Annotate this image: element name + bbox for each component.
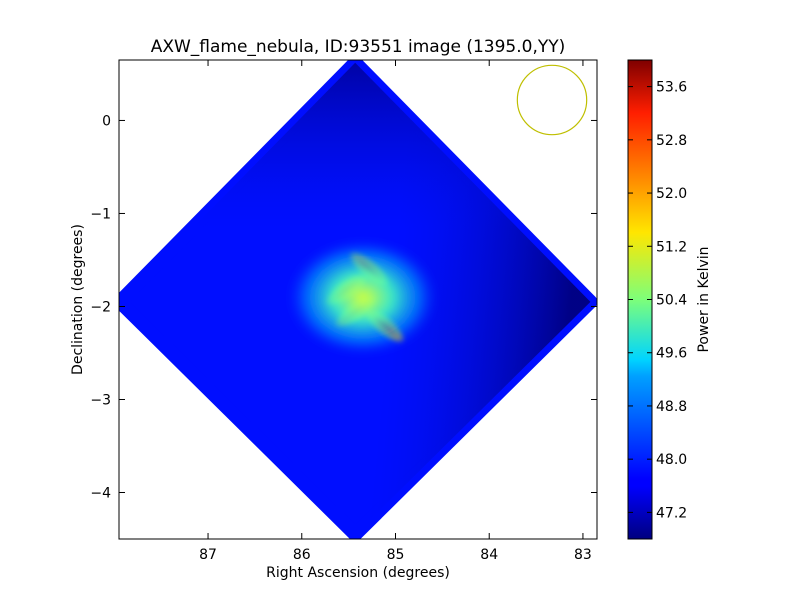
colorbar-tick-label: 50.4 [656, 293, 687, 309]
warm-region [287, 239, 438, 356]
y-axis-label: Declination (degrees) [70, 224, 86, 375]
colorbar-tick-label: 52.0 [656, 186, 687, 202]
x-tick-label: 87 [199, 547, 217, 563]
colorbar-tick-label: 49.6 [656, 346, 687, 362]
y-tick-label: −1 [90, 206, 111, 222]
colorbar-tick-label: 51.2 [656, 239, 687, 255]
x-tick-label: 83 [574, 547, 592, 563]
y-tick-label: −2 [90, 299, 111, 315]
colorbar-tick-label: 53.6 [656, 80, 687, 96]
y-tick-label: −3 [90, 392, 111, 408]
y-tick-label: −4 [90, 485, 111, 501]
colorbar-tick-label: 47.2 [656, 505, 687, 521]
plot-frame [118, 59, 598, 540]
colorbar-tick-label: 52.8 [656, 133, 687, 149]
x-tick-label: 85 [387, 547, 405, 563]
colorbar-tick-label: 48.0 [656, 452, 687, 468]
colorbar-label: Power in Kelvin [696, 246, 712, 352]
x-tick-label: 86 [293, 547, 311, 563]
colorbar-tick-label: 48.8 [656, 399, 687, 415]
x-tick-label: 84 [480, 547, 498, 563]
x-axis-label: Right Ascension (degrees) [266, 565, 450, 581]
y-tick-label: 0 [102, 113, 111, 129]
beam-circle [516, 64, 588, 136]
chart-title: AXW_flame_nebula, ID:93551 image (1395.0… [151, 37, 566, 57]
